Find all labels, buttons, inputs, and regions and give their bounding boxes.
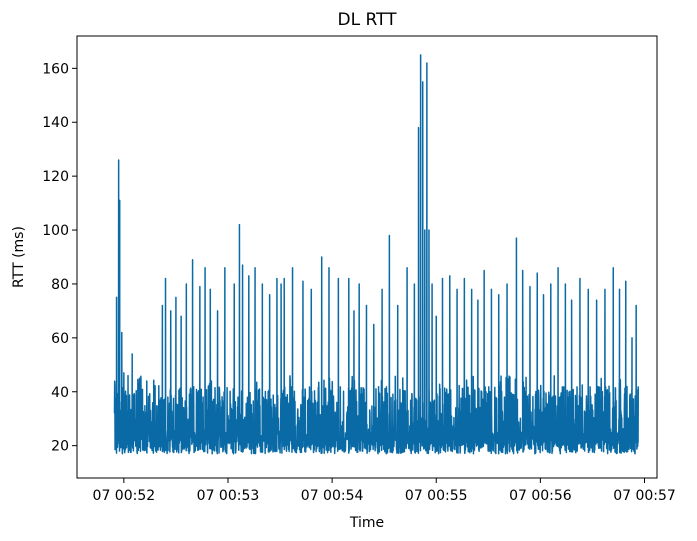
rtt-series [113,54,640,455]
y-tick-label: 160 [42,61,69,77]
x-axis-label: Time [349,515,384,531]
y-axis-label: RTT (ms) [11,226,27,288]
x-tick-label: 07 00:52 [93,488,156,504]
x-tick-label: 07 00:54 [301,488,364,504]
y-axis: 20 40 60 80 100 120 140 160 [42,61,77,455]
x-tick-label: 07 00:56 [509,488,572,504]
y-tick-label: 140 [42,115,69,131]
plot-frame [76,35,658,479]
x-tick-label: 07 00:55 [405,488,468,504]
y-tick-label: 120 [42,169,69,185]
x-tick-label: 07 00:57 [613,488,676,504]
y-tick-label: 20 [51,439,69,455]
plot-area [113,54,640,455]
y-tick-label: 40 [51,385,69,401]
rtt-series-line [113,54,640,455]
chart-title: DL RTT [337,10,397,30]
x-axis: 07 00:52 07 00:53 07 00:54 07 00:55 07 00:56… [93,478,676,504]
y-tick-label: 60 [51,331,69,347]
x-tick-label: 07 00:53 [197,488,260,504]
y-tick-label: 80 [51,277,69,293]
y-tick-label: 100 [42,223,69,239]
